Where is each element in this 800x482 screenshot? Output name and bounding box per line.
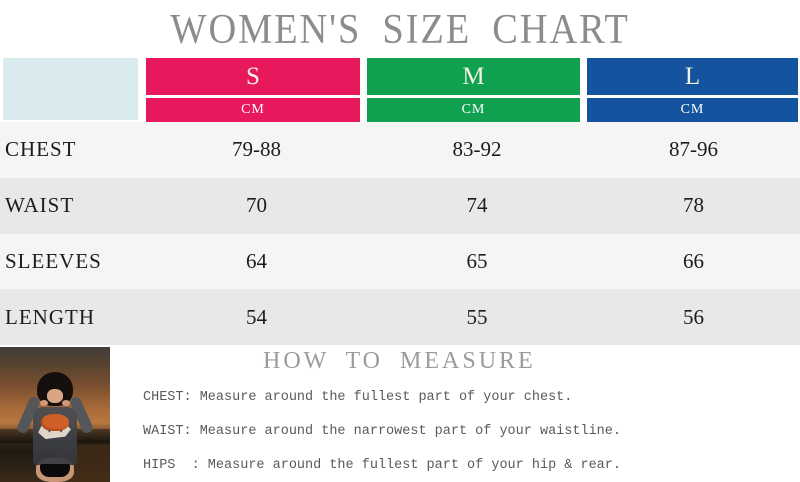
photo-hand-left [40, 400, 48, 406]
chest-l-value: 87-96 [669, 137, 718, 162]
waist-m-value: 74 [466, 193, 488, 218]
length-m-value: 55 [466, 304, 488, 329]
how-to-measure-heading: HOW TO MEASURE [263, 348, 536, 374]
corner-cell [3, 58, 138, 120]
sleeves-m-value: 65 [466, 248, 488, 273]
model-photo [0, 347, 110, 482]
photo-bikini [40, 464, 70, 477]
instruction-hips: HIPS : Measure around the fullest part o… [143, 458, 621, 473]
table-row-length: LENGTH 54 55 56 [0, 289, 800, 345]
row-label-chest: CHEST [5, 137, 77, 162]
photo-hand-right [62, 400, 70, 406]
row-label-length: LENGTH [5, 304, 95, 329]
chest-m-value: 83-92 [452, 137, 502, 162]
length-l-value: 56 [683, 304, 704, 329]
size-header-s: S [146, 58, 360, 95]
size-table: CHEST 79-88 83-92 87-96 WAIST 70 74 78 S… [0, 122, 800, 345]
sleeves-s-value: 64 [246, 248, 267, 273]
unit-label-l: CM [587, 98, 798, 122]
length-s-value: 54 [246, 304, 267, 329]
size-header-m: M [367, 58, 580, 95]
chest-s-value: 79-88 [232, 137, 281, 162]
table-row-waist: WAIST 70 74 78 [0, 177, 800, 234]
sleeves-l-value: 66 [683, 248, 704, 273]
unit-label-m: CM [367, 98, 580, 122]
unit-label-s: CM [146, 98, 360, 122]
row-label-waist: WAIST [5, 193, 75, 218]
size-header-l: L [587, 58, 798, 95]
row-label-sleeves: SLEEVES [5, 248, 102, 273]
photo-shirt-graphic-orange [41, 414, 69, 431]
page-title: WOMEN'S SIZE CHART [170, 5, 630, 53]
waist-s-value: 70 [246, 193, 267, 218]
instruction-chest: CHEST: Measure around the fullest part o… [143, 390, 573, 405]
instruction-waist: WAIST: Measure around the narrowest part… [143, 424, 621, 439]
measure-instructions: CHEST: Measure around the fullest part o… [143, 381, 621, 482]
photo-face [47, 389, 63, 403]
table-row-sleeves: SLEEVES 64 65 66 [0, 233, 800, 290]
table-row-chest: CHEST 79-88 83-92 87-96 [0, 122, 800, 178]
waist-l-value: 78 [683, 193, 704, 218]
